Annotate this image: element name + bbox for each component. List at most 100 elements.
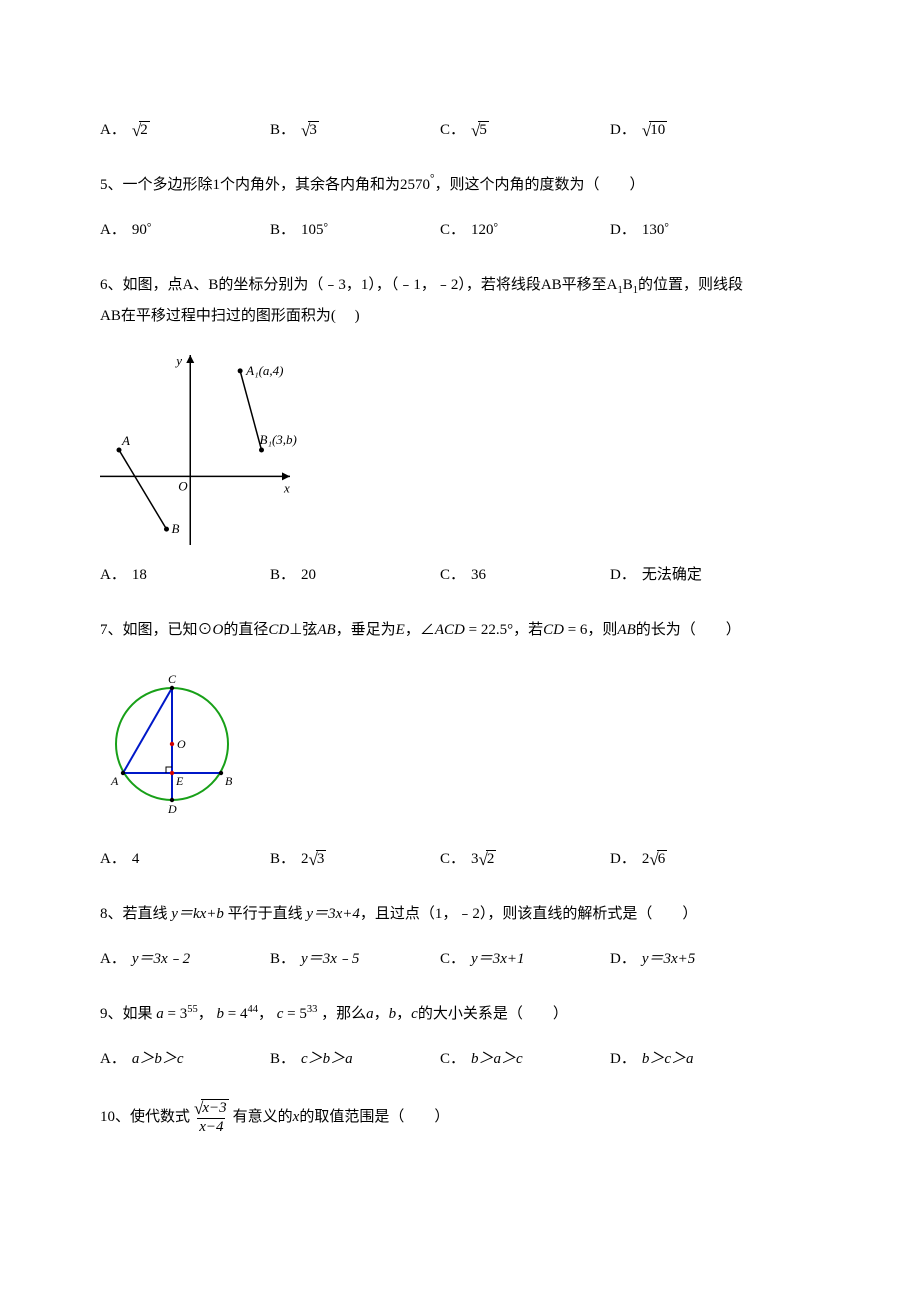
q8-option-a: A． y＝3x﹣2: [100, 947, 270, 971]
t: 10、使代数式: [100, 1102, 190, 1132]
var-y: y: [471, 947, 478, 971]
var-CD2: CD: [543, 622, 564, 638]
q9-option-d: D． b＞c＞a: [610, 1047, 694, 1071]
opt-label: C．: [440, 118, 465, 142]
opt-label: D．: [610, 947, 636, 971]
q8-option-b: B． y＝3x﹣5: [270, 947, 440, 971]
q8-options: A． y＝3x﹣2 B． y＝3x﹣5 C． y＝3x+1 D． y＝3x+5: [100, 947, 820, 971]
var-a: a: [366, 1006, 374, 1022]
var-x: x: [293, 1102, 300, 1132]
t: 有意义的: [233, 1102, 293, 1132]
opt-val: 90: [132, 218, 147, 242]
opt-val: 无法确定: [642, 563, 702, 587]
q5-option-a: A． 90°: [100, 218, 270, 242]
exam-page: A． √2 B． √3 C． √5 D． √10 5、一个多边形除1个内角外，其…: [0, 0, 920, 1210]
t: ，: [405, 622, 420, 638]
exp: 44: [247, 1004, 258, 1015]
eq: ＝3x+1: [478, 947, 525, 971]
t: 的直径: [223, 622, 268, 638]
svg-text:x: x: [283, 480, 290, 495]
svg-text:O: O: [178, 478, 188, 493]
q9-stem: 9、如果 a = 355， b = 444， c = 533 ，那么a，b，c的…: [100, 999, 820, 1029]
var-CD: CD: [268, 622, 289, 638]
var-c: c: [411, 1006, 418, 1022]
q4-option-b: B． √3: [270, 118, 440, 142]
eq-rest: ＝kx+b: [178, 906, 224, 922]
angle-icon: ∠: [420, 622, 435, 638]
q6-option-a: A． 18: [100, 563, 270, 587]
sqrt-icon: √5: [471, 121, 489, 139]
q5-text-a: 5、一个多边形除1个内角外，其余各内角和为: [100, 177, 400, 193]
svg-text:y: y: [174, 355, 182, 368]
q4-option-a: A． √2: [100, 118, 270, 142]
rel: c＞b＞a: [301, 1047, 353, 1071]
opt-val: 20: [301, 563, 316, 587]
q7-option-c: C． 3√2: [440, 847, 610, 871]
q10-stem: 10、使代数式 √x−3 x−4 有意义的 x 的取值范围是（ ）: [100, 1099, 820, 1136]
opt-label: A．: [100, 218, 126, 242]
opt-label: B．: [270, 563, 295, 587]
opt-label: B．: [270, 118, 295, 142]
svg-text:C: C: [168, 672, 177, 686]
q8-stem: 8、若直线 y＝kx+b 平行于直线 y＝3x+4，且过点（1，﹣2），则该直线…: [100, 899, 820, 929]
var-b: b: [217, 1006, 225, 1022]
svg-text:B: B: [172, 521, 180, 536]
opt-label: C．: [440, 563, 465, 587]
q8-option-d: D． y＝3x+5: [610, 947, 695, 971]
sep: ，: [258, 1006, 273, 1022]
var-y: y: [132, 947, 139, 971]
coef: 2: [642, 847, 650, 871]
var-ACD: ACD: [435, 622, 465, 638]
q5-stem: 5、一个多边形除1个内角外，其余各内角和为2570°，则这个内角的度数为（ ）: [100, 170, 820, 200]
opt-val: 18: [132, 563, 147, 587]
opt-label: A．: [100, 947, 126, 971]
svg-text:D: D: [167, 802, 177, 816]
coordinate-diagram-icon: OxyABA₁(a,4)B₁(3,b): [100, 355, 300, 545]
q5-option-b: B． 105°: [270, 218, 440, 242]
sep: ，: [374, 1006, 389, 1022]
sqrt-icon: √2: [132, 121, 150, 139]
q8-option-c: C． y＝3x+1: [440, 947, 610, 971]
q9-option-b: B． c＞b＞a: [270, 1047, 440, 1071]
sep: ，: [198, 1006, 213, 1022]
t: 的取值范围是（ ）: [299, 1102, 449, 1132]
q5-option-d: D． 130°: [610, 218, 669, 242]
base: 5: [299, 1006, 307, 1022]
opt-label: A．: [100, 118, 126, 142]
degree-icon: °: [430, 173, 435, 185]
rel: b＞c＞a: [642, 1047, 694, 1071]
var-O: O: [213, 622, 224, 638]
t: ，垂足为: [336, 622, 396, 638]
svg-text:O: O: [177, 737, 186, 751]
q6-text-b: B: [623, 277, 633, 293]
t: 弦: [302, 622, 317, 638]
var-y: y: [171, 906, 178, 922]
q6-text-a: 6、如图，点A、B的坐标分别为（﹣3，1），（﹣1，﹣2），若将线段AB平移至A: [100, 277, 618, 293]
opt-label: D．: [610, 847, 636, 871]
eq: =: [564, 622, 580, 638]
opt-label: B．: [270, 218, 295, 242]
q5-options: A． 90° B． 105° C． 120° D． 130°: [100, 218, 820, 242]
t: ，则: [587, 622, 617, 638]
sqrt-icon: √10: [642, 121, 667, 139]
eq-rest: ＝3x+4: [313, 906, 360, 922]
opt-label: C．: [440, 1047, 465, 1071]
opt-val: 4: [132, 847, 140, 871]
opt-val: 105: [301, 218, 324, 242]
opt-label: A．: [100, 847, 126, 871]
eq: ＝3x﹣2: [139, 947, 191, 971]
t: 的大小关系是（ ）: [418, 1006, 568, 1022]
q4-options: A． √2 B． √3 C． √5 D． √10: [100, 118, 820, 142]
q5-option-c: C． 120°: [440, 218, 610, 242]
var-AB2: AB: [617, 622, 635, 638]
svg-text:B₁(3,b): B₁(3,b): [260, 432, 297, 447]
eq: =: [224, 1006, 240, 1022]
q6-option-b: B． 20: [270, 563, 440, 587]
sqrt-icon: √6: [649, 850, 667, 868]
q7-option-a: A． 4: [100, 847, 270, 871]
q5-angle-val: 2570: [400, 177, 430, 193]
degree-icon: °: [324, 219, 329, 237]
q7-stem: 7、如图，已知⊙O的直径CD⊥弦AB，垂足为E，∠ACD = 22.5°，若CD…: [100, 615, 820, 645]
opt-label: C．: [440, 947, 465, 971]
svg-text:A: A: [121, 433, 130, 448]
